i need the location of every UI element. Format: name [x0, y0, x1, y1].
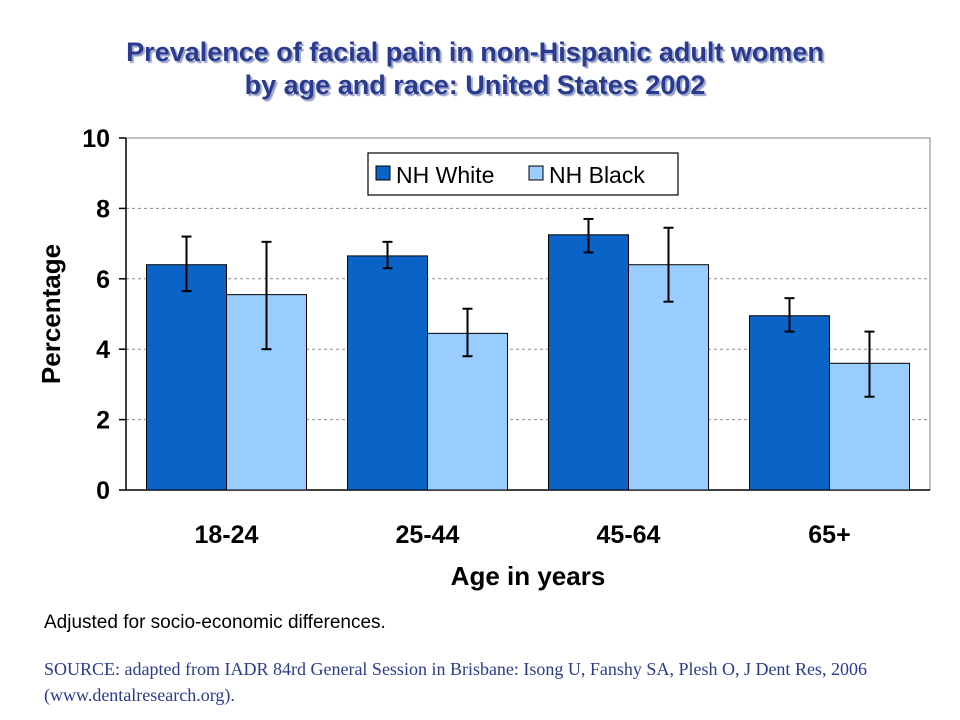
legend-swatch	[528, 165, 544, 181]
y-tick-label: 4	[96, 336, 110, 364]
source-citation: SOURCE: adapted from IADR 84rd General S…	[44, 659, 867, 705]
y-tick-label: 10	[82, 125, 110, 153]
legend-label: NH Black	[549, 162, 645, 188]
legend-box	[367, 152, 679, 196]
bar	[548, 234, 629, 491]
x-tick-label: 25-44	[396, 521, 460, 549]
y-axis-title: Percentage	[36, 244, 66, 384]
bar	[427, 332, 508, 491]
bar	[749, 315, 830, 491]
legend-label: NH White	[396, 162, 494, 188]
legend-swatch	[375, 165, 391, 181]
y-tick-label: 0	[96, 477, 110, 505]
x-tick-label: 45-64	[597, 521, 661, 549]
y-tick-label: 6	[96, 266, 110, 294]
bar	[347, 255, 428, 491]
chart-title-line1: Prevalence of facial pain in non-Hispani…	[126, 37, 824, 67]
x-tick-label: 65+	[808, 521, 850, 549]
bar-chart: 0 2 4 6 8 10 18-24 25-44 45-64 65+ Age in years Per…	[36, 125, 931, 591]
y-tick-label: 8	[96, 195, 110, 223]
x-axis-title: Age in years	[451, 561, 606, 591]
chart-title-line2: by age and race: United States 2002	[244, 70, 706, 100]
x-tick-label: 18-24	[195, 521, 259, 549]
bar	[146, 264, 227, 491]
adjustment-note: Adjusted for socio-economic differences.	[44, 612, 386, 633]
y-tick-label: 2	[96, 407, 110, 435]
chart-title: Prevalence of facial pain in non-Hispani…	[0, 36, 950, 102]
